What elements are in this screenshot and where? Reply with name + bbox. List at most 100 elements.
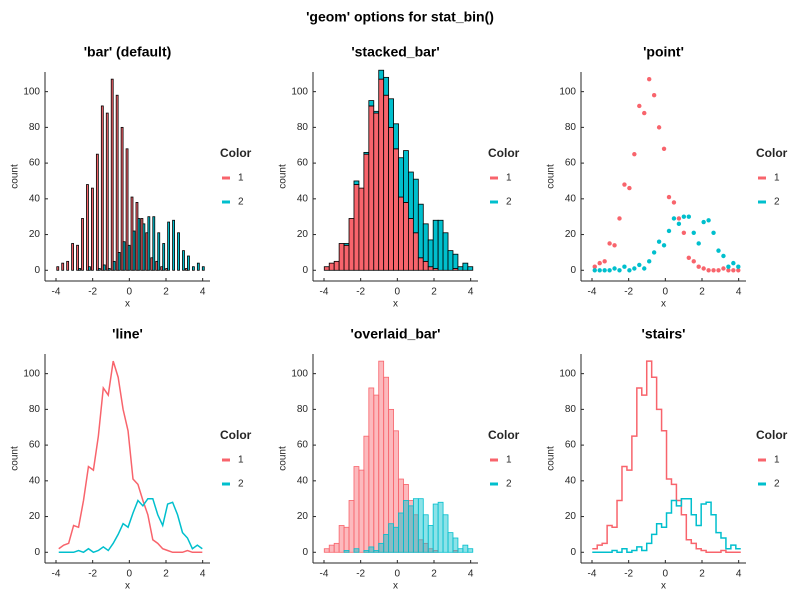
bar — [452, 537, 459, 553]
x-tick-label: 4 — [200, 287, 206, 298]
legend-label: 1 — [238, 455, 244, 466]
bar — [368, 105, 375, 271]
point — [617, 216, 622, 221]
x-axis-label: x — [661, 581, 666, 592]
point — [661, 146, 667, 152]
bar — [172, 219, 175, 271]
legend-label: 1 — [774, 173, 780, 184]
y-axis-label: count — [10, 446, 21, 471]
y-tick-label: 40 — [565, 193, 577, 204]
bar — [323, 548, 330, 553]
bar — [378, 542, 385, 553]
y-tick-label: 80 — [565, 404, 577, 415]
bar — [437, 219, 444, 271]
chart-title: 'bar' (default) — [84, 44, 172, 60]
point — [711, 230, 716, 235]
bar — [417, 498, 424, 553]
x-axis-label: x — [393, 299, 398, 310]
x-tick-label: -2 — [356, 287, 365, 298]
y-tick-label: 0 — [302, 547, 308, 558]
bar — [167, 221, 171, 271]
x-tick-label: -2 — [88, 287, 97, 298]
y-tick-label: 100 — [559, 368, 576, 379]
legend-title: Color — [220, 428, 252, 442]
bar — [142, 223, 146, 271]
bar — [177, 232, 180, 271]
bar — [398, 157, 404, 198]
bar — [353, 548, 360, 553]
bar — [403, 500, 409, 553]
bar — [71, 243, 75, 271]
x-tick-label: -2 — [88, 569, 97, 580]
bar — [117, 252, 121, 271]
point — [696, 241, 701, 246]
y-tick-label: 80 — [29, 404, 41, 415]
bar — [323, 266, 330, 271]
bar — [393, 123, 399, 150]
y-tick-label: 40 — [565, 475, 577, 486]
bar — [388, 98, 394, 128]
bar — [408, 505, 414, 553]
legend-title: Color — [756, 428, 788, 442]
y-tick-label: 100 — [559, 86, 576, 97]
chart-title: 'point' — [643, 44, 684, 60]
y-axis-label: count — [546, 446, 557, 471]
point — [622, 182, 627, 187]
bar — [363, 153, 370, 271]
bar — [122, 241, 126, 271]
bar — [373, 110, 380, 114]
bar — [78, 268, 81, 271]
chart-title: 'overlaid_bar' — [351, 326, 441, 342]
bar — [422, 223, 429, 262]
y-tick-label: 40 — [29, 193, 41, 204]
bar — [338, 243, 345, 271]
bar — [412, 498, 419, 553]
y-axis-label: count — [10, 164, 21, 189]
x-tick-label: 0 — [127, 287, 133, 298]
x-tick-label: 4 — [468, 569, 474, 580]
bar — [383, 94, 390, 271]
bar — [368, 546, 375, 553]
bar — [398, 196, 404, 271]
bar — [86, 184, 89, 271]
y-tick-label: 20 — [565, 511, 577, 522]
bar — [147, 216, 151, 271]
point — [736, 264, 741, 269]
bar — [412, 178, 419, 234]
bar — [81, 218, 84, 271]
bar — [422, 514, 429, 553]
bar — [373, 112, 380, 271]
bar — [467, 548, 474, 553]
point — [711, 268, 716, 273]
bar — [343, 550, 350, 553]
bar — [125, 148, 129, 271]
bar — [388, 126, 394, 271]
y-tick-label: 20 — [297, 229, 309, 240]
point — [602, 259, 607, 264]
point — [642, 266, 647, 271]
bar — [368, 100, 375, 107]
bar — [343, 244, 350, 271]
bar — [107, 268, 111, 271]
bar — [105, 112, 109, 271]
bar — [353, 466, 360, 553]
bar — [403, 202, 409, 271]
bar — [373, 550, 380, 553]
bar — [457, 266, 464, 271]
y-axis-label: count — [278, 164, 289, 189]
point — [597, 268, 602, 273]
bar — [328, 262, 335, 271]
bar — [383, 376, 390, 553]
x-tick-label: 2 — [431, 287, 437, 298]
bar — [115, 94, 119, 271]
bar — [462, 544, 469, 553]
point — [671, 216, 677, 221]
bar — [88, 266, 91, 271]
bar — [97, 268, 101, 271]
bar — [157, 232, 161, 271]
y-tick-label: 100 — [23, 368, 40, 379]
y-tick-label: 0 — [570, 547, 576, 558]
legend-label: 1 — [774, 455, 780, 466]
bar — [56, 266, 60, 271]
bar — [388, 523, 394, 553]
